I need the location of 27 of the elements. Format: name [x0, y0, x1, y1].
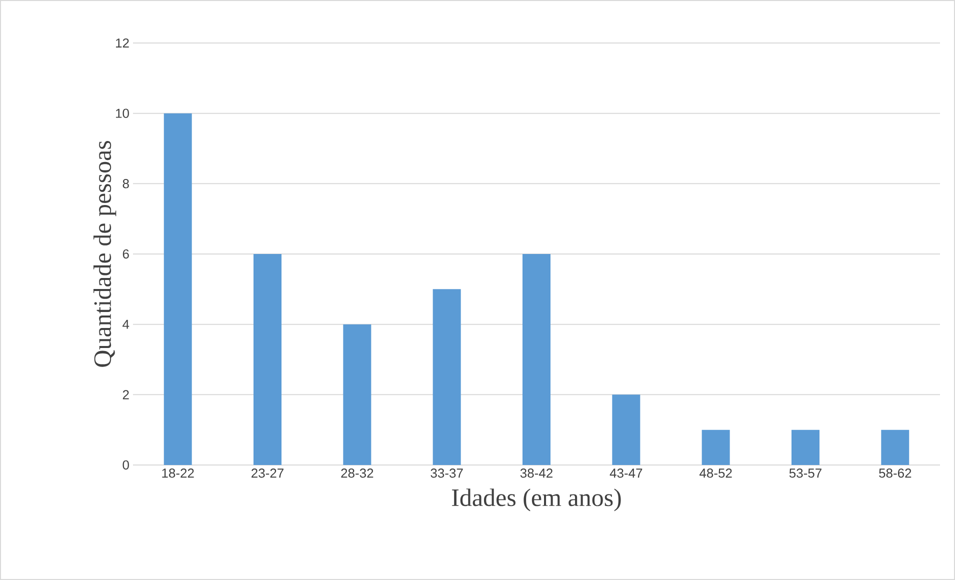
y-axis-title: Quantidade de pessoas [93, 141, 116, 367]
x-tick-label: 53-57 [789, 468, 822, 478]
y-tick-label: 6 [122, 249, 129, 259]
bar [612, 394, 640, 465]
bar [432, 289, 461, 465]
bar [522, 254, 550, 465]
x-tick-label: 18-22 [162, 468, 194, 478]
bar [702, 430, 730, 465]
y-tick-label: 0 [122, 460, 129, 470]
bar [164, 113, 192, 465]
y-tick-label: 10 [116, 108, 129, 118]
x-tick-label: 58-62 [879, 468, 912, 478]
x-tick-label: 28-32 [341, 468, 374, 478]
x-tick-label: 38-42 [520, 468, 552, 478]
bar [254, 254, 282, 465]
x-axis-title: Idades (em anos) [452, 488, 621, 512]
y-tick-label: 12 [116, 38, 129, 48]
bar [881, 430, 910, 465]
x-tick-label: 43-47 [610, 468, 642, 478]
y-tick-label: 8 [122, 179, 129, 188]
y-tick-label: 4 [122, 320, 130, 329]
x-tick-label: 23-27 [252, 468, 284, 478]
x-tick-label: 48-52 [700, 468, 732, 478]
bar [343, 324, 372, 465]
y-tick-label: 2 [122, 390, 129, 400]
x-tick-label: 33-37 [430, 468, 463, 478]
bar [791, 430, 820, 465]
